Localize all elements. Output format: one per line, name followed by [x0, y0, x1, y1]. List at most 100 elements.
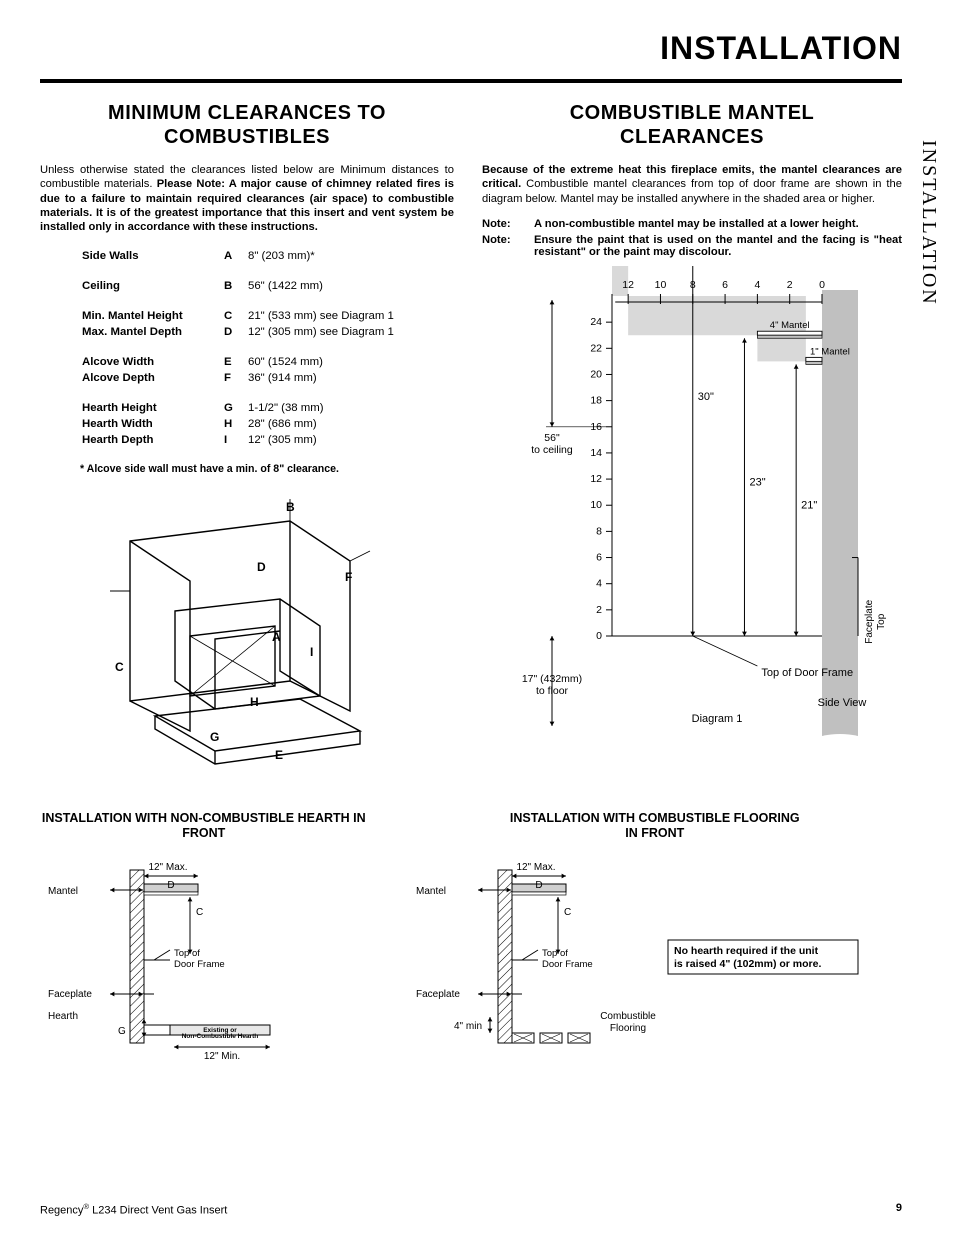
clear-label: Min. Mantel Height: [78, 309, 218, 323]
clear-val: 36" (914 mm): [244, 371, 488, 385]
svg-text:24: 24: [590, 316, 602, 328]
svg-text:Faceplate: Faceplate: [416, 989, 460, 1000]
isometric-diagram: B D F A I C H G E: [40, 481, 454, 801]
iso-label-i: I: [310, 645, 313, 659]
svg-text:12: 12: [590, 473, 602, 485]
clear-val: 1-1/2" (38 mm): [244, 401, 488, 415]
iso-label-b: B: [286, 500, 295, 514]
svg-text:D: D: [167, 880, 174, 891]
clear-label: Max. Mantel Depth: [78, 325, 218, 339]
footer: Regency® L234 Direct Vent Gas Insert 9: [40, 1202, 902, 1217]
lower-right-diagram: 12" Max.DCTop ofDoor FrameFaceplateMante…: [408, 850, 878, 1070]
iso-label-a: A: [272, 630, 281, 644]
footer-page: 9: [896, 1202, 902, 1217]
svg-text:12" Max.: 12" Max.: [148, 862, 187, 873]
lower-left-diagram: 12" Max.DCTop ofDoor FrameFaceplateMante…: [40, 850, 300, 1070]
svg-text:Side View: Side View: [818, 697, 867, 709]
clear-key: H: [220, 417, 242, 431]
clear-label: Hearth Height: [78, 401, 218, 415]
header-rule: [40, 79, 902, 83]
clearances-paragraph: Unless otherwise stated the clearances l…: [40, 163, 454, 235]
note-2: Note: Ensure the paint that is used on t…: [482, 234, 902, 258]
svg-text:to floor: to floor: [536, 685, 569, 697]
note-val: Ensure the paint that is used on the man…: [534, 234, 902, 258]
svg-text:Top: Top: [876, 613, 887, 630]
clear-label: Hearth Width: [78, 417, 218, 431]
clear-label: Ceiling: [78, 279, 218, 293]
svg-text:Top of Door Frame: Top of Door Frame: [761, 667, 853, 679]
svg-text:Mantel: Mantel: [416, 886, 446, 897]
svg-text:Diagram 1: Diagram 1: [692, 713, 743, 725]
svg-text:Faceplate: Faceplate: [48, 989, 92, 1000]
svg-text:17" (432mm): 17" (432mm): [522, 673, 582, 685]
clearances-table: Side WallsA8" (203 mm)*CeilingB56" (1422…: [76, 247, 490, 449]
svg-text:10: 10: [590, 499, 602, 511]
svg-text:2: 2: [596, 604, 602, 616]
clear-key: E: [220, 355, 242, 369]
clear-val: 12" (305 mm): [244, 433, 488, 447]
mantel-paragraph: Because of the extreme heat this firepla…: [482, 163, 902, 206]
note-val: A non-combustible mantel may be installe…: [534, 218, 902, 230]
clear-label: Hearth Depth: [78, 433, 218, 447]
iso-label-f: F: [345, 570, 352, 584]
svg-text:D: D: [535, 880, 542, 891]
svg-text:to ceiling: to ceiling: [531, 444, 573, 456]
svg-text:12" Max.: 12" Max.: [516, 862, 555, 873]
clear-key: F: [220, 371, 242, 385]
iso-label-h: H: [250, 695, 259, 709]
lower-right-title: INSTALLATION WITH COMBUSTIBLE FLOORING I…: [505, 811, 805, 842]
mantel-para-plain: Combustible mantel clearances from top o…: [482, 178, 902, 204]
clear-key: G: [220, 401, 242, 415]
clear-label: Alcove Depth: [78, 371, 218, 385]
clear-key: A: [220, 249, 242, 263]
svg-text:21": 21": [801, 500, 817, 512]
page-title: INSTALLATION: [40, 30, 902, 67]
svg-text:4" Mantel: 4" Mantel: [770, 320, 810, 331]
section-title-mantel: COMBUSTIBLE MANTEL CLEARANCES: [542, 101, 842, 149]
svg-text:Faceplate: Faceplate: [864, 599, 875, 643]
clear-label: Side Walls: [78, 249, 218, 263]
iso-label-c: C: [115, 660, 124, 674]
svg-text:10: 10: [655, 279, 667, 291]
svg-text:Door Frame: Door Frame: [542, 959, 593, 970]
svg-text:Door Frame: Door Frame: [174, 959, 225, 970]
svg-text:Flooring: Flooring: [609, 1023, 645, 1034]
svg-text:is raised 4" (102mm) or more.: is raised 4" (102mm) or more.: [674, 958, 821, 970]
clear-val: 28" (686 mm): [244, 417, 488, 431]
svg-text:8: 8: [596, 525, 602, 537]
svg-text:23": 23": [749, 477, 765, 489]
svg-text:1" Mantel: 1" Mantel: [810, 346, 850, 357]
clear-val: 8" (203 mm)*: [244, 249, 488, 263]
note-key: Note:: [482, 234, 522, 258]
clear-label: Alcove Width: [78, 355, 218, 369]
svg-text:12" Min.: 12" Min.: [204, 1051, 240, 1062]
svg-text:4: 4: [754, 279, 760, 291]
svg-text:14: 14: [590, 447, 602, 459]
svg-text:4: 4: [596, 578, 602, 590]
svg-text:0: 0: [819, 279, 825, 291]
svg-text:0: 0: [596, 630, 602, 642]
svg-text:4" min: 4" min: [454, 1021, 482, 1032]
iso-label-d: D: [257, 560, 266, 574]
svg-text:12: 12: [622, 279, 634, 291]
svg-text:Hearth: Hearth: [48, 1011, 78, 1022]
note-key: Note:: [482, 218, 522, 230]
section-title-clearances: MINIMUM CLEARANCES TO COMBUSTIBLES: [82, 101, 412, 149]
svg-text:No hearth required if the unit: No hearth required if the unit: [674, 945, 819, 957]
svg-text:30": 30": [698, 391, 714, 403]
clear-val: 56" (1422 mm): [244, 279, 488, 293]
clear-val: 60" (1524 mm): [244, 355, 488, 369]
svg-text:2: 2: [787, 279, 793, 291]
clear-val: 12" (305 mm) see Diagram 1: [244, 325, 488, 339]
clearances-footnote: * Alcove side wall must have a min. of 8…: [80, 463, 454, 475]
svg-text:20: 20: [590, 368, 602, 380]
svg-text:Mantel: Mantel: [48, 886, 78, 897]
clear-key: D: [220, 325, 242, 339]
clear-key: I: [220, 433, 242, 447]
lower-left-title: INSTALLATION WITH NON-COMBUSTIBLE HEARTH…: [40, 811, 368, 842]
svg-text:Combustible: Combustible: [600, 1011, 656, 1022]
svg-text:G: G: [118, 1026, 126, 1037]
svg-text:6: 6: [722, 279, 728, 291]
mantel-chart: 12108642024222018161412108642012" Mantel…: [482, 266, 902, 786]
svg-text:18: 18: [590, 395, 602, 407]
